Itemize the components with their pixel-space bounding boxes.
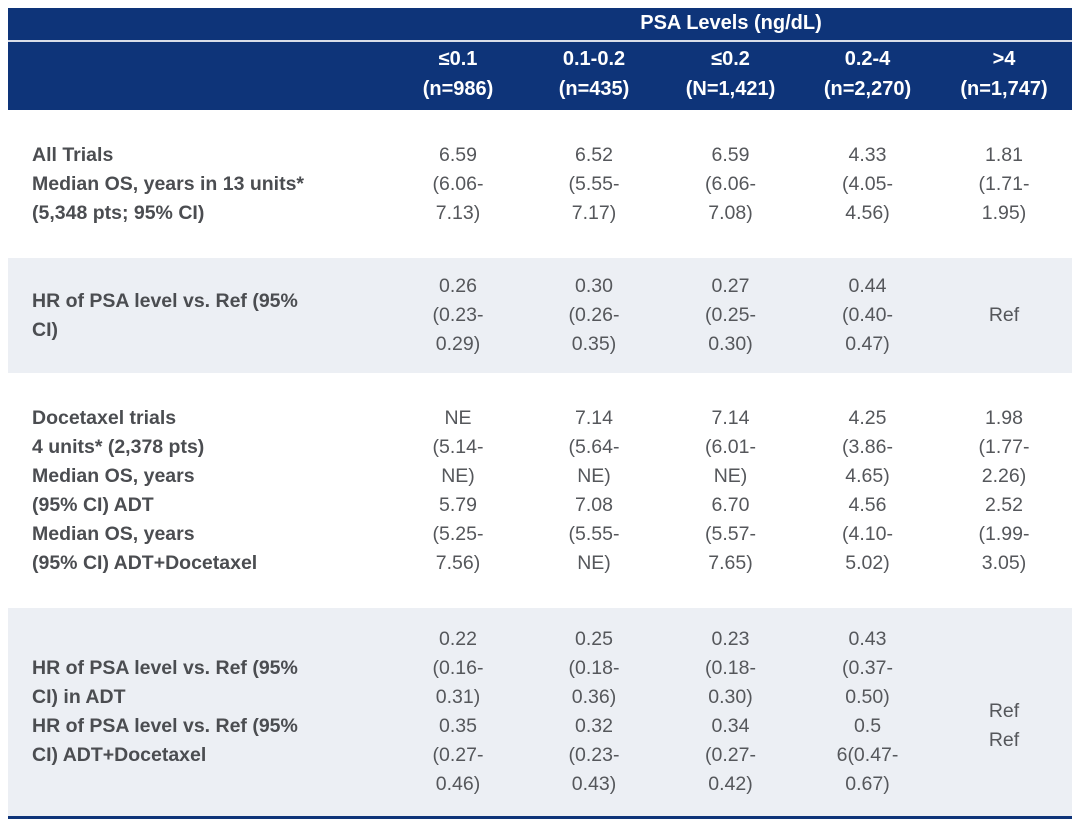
row-label-all-trials: All Trials Median OS, years in 13 units*… xyxy=(32,143,305,224)
value-cell: 7.14 (5.64- NE) 7.08 (5.55- NE) xyxy=(568,406,620,574)
value-cell: 1.81 (1.71- 1.95) xyxy=(978,143,1030,224)
value-cell: 0.44 (0.40- 0.47) xyxy=(842,275,893,355)
value-cell: 1.98 (1.77- 2.26) 2.52 (1.99- 3.05) xyxy=(978,406,1030,574)
row-label-hr-all-trials: HR of PSA level vs. Ref (95% CI) xyxy=(32,289,298,341)
value-cell: 6.59 (6.06- 7.13) xyxy=(432,143,484,224)
value-cell: 6.52 (5.55- 7.17) xyxy=(568,143,620,224)
column-header-4: 0.2-4 (n=2,270) xyxy=(799,41,936,110)
column-header-row: ≤0.1 (n=986) 0.1-0.2 (n=435) ≤0.2 (N=1,4… xyxy=(8,41,1073,110)
column-header-5: >4 (n=1,747) xyxy=(936,41,1073,110)
value-cell: 7.14 (6.01- NE) 6.70 (5.57- 7.65) xyxy=(705,406,756,574)
table-row-hr-docetaxel: HR of PSA level vs. Ref (95% CI) in ADT … xyxy=(8,608,1073,817)
value-cell: Ref Ref xyxy=(988,700,1020,752)
value-cell: 0.27 (0.25- 0.30) xyxy=(705,275,756,355)
header-corner-cell xyxy=(8,8,390,42)
column-header-1: ≤0.1 (n=986) xyxy=(390,41,526,110)
value-cell: 6.59 (6.06- 7.08) xyxy=(705,143,756,224)
column-header-2: 0.1-0.2 (n=435) xyxy=(526,41,662,110)
value-cell: 0.26 (0.23- 0.29) xyxy=(432,275,484,355)
value-cell: NE (5.14- NE) 5.79 (5.25- 7.56) xyxy=(432,406,484,574)
table-row-hr-all-trials: HR of PSA level vs. Ref (95% CI) 0.26 (0… xyxy=(8,258,1073,373)
value-cell: 4.25 (3.86- 4.65) 4.56 (4.10- 5.02) xyxy=(842,406,893,574)
value-cell: 0.43 (0.37- 0.50) 0.5 6(0.47- 0.67) xyxy=(836,627,899,795)
value-cell: Ref xyxy=(988,304,1020,326)
table-title-row: PSA Levels (ng/dL) xyxy=(8,8,1073,42)
psa-levels-table: PSA Levels (ng/dL) ≤0.1 (n=986) 0.1-0.2 … xyxy=(8,8,1073,819)
row-label-hr-docetaxel: HR of PSA level vs. Ref (95% CI) in ADT … xyxy=(32,656,298,766)
table-row-docetaxel-trials: Docetaxel trials 4 units* (2,378 pts) Me… xyxy=(8,373,1073,608)
column-header-3: ≤0.2 (N=1,421) xyxy=(662,41,799,110)
table-row-all-trials: All Trials Median OS, years in 13 units*… xyxy=(8,110,1073,258)
header-label-spacer xyxy=(8,41,390,110)
row-label-docetaxel-trials: Docetaxel trials 4 units* (2,378 pts) Me… xyxy=(32,406,258,574)
value-cell: 0.22 (0.16- 0.31) 0.35 (0.27- 0.46) xyxy=(432,627,484,795)
value-cell: 0.23 (0.18- 0.30) 0.34 (0.27- 0.42) xyxy=(705,627,756,795)
value-cell: 4.33 (4.05- 4.56) xyxy=(842,143,893,224)
value-cell: 0.30 (0.26- 0.35) xyxy=(568,275,620,355)
value-cell: 0.25 (0.18- 0.36) 0.32 (0.23- 0.43) xyxy=(568,627,620,795)
table-title: PSA Levels (ng/dL) xyxy=(390,8,1073,42)
